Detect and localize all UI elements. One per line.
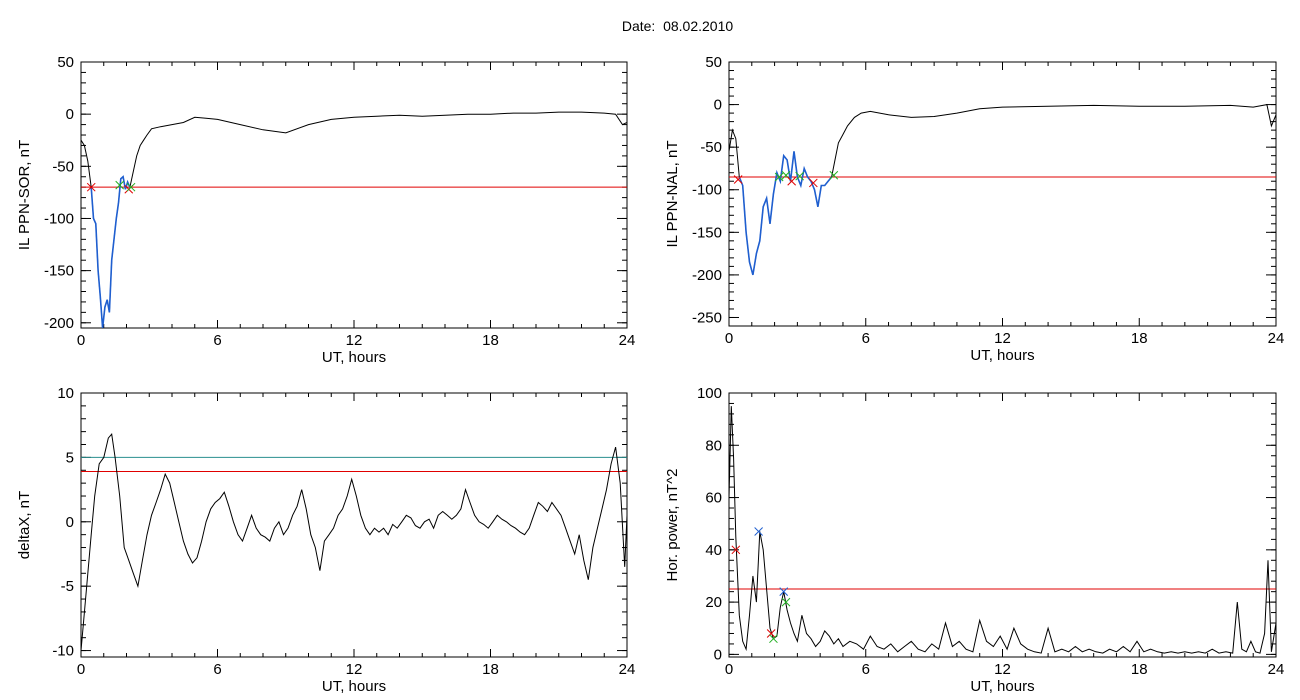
sor-end-marker bbox=[126, 182, 136, 192]
deltax-ytick-label: -10 bbox=[52, 643, 74, 660]
power-ytick-label: 80 bbox=[705, 437, 722, 454]
power-data-line bbox=[729, 406, 1276, 654]
sor-ytick-label: -50 bbox=[52, 158, 74, 175]
deltax-plot-frame bbox=[80, 392, 628, 658]
sor-xtick-label: 6 bbox=[213, 332, 221, 349]
power-xtick-label: 0 bbox=[725, 661, 733, 678]
power-xlabel: UT, hours bbox=[970, 678, 1034, 695]
deltax-xtick-label: 24 bbox=[619, 661, 636, 678]
sor-ytick-label: -150 bbox=[44, 263, 74, 280]
sor-ylabel: IL PPN-SOR, nT bbox=[16, 140, 33, 250]
deltax-ytick-label: 5 bbox=[66, 449, 74, 466]
nal-ytick-label: -250 bbox=[692, 309, 722, 326]
power-ytick-label: 0 bbox=[714, 646, 722, 663]
sor-xtick-label: 0 bbox=[77, 332, 85, 349]
sor-event-segment-line bbox=[90, 175, 131, 328]
power-plot: 0 6 12 18 24 0 20 40 60 80 100 UT, hours Hor. power,… bbox=[664, 385, 1284, 695]
deltax-ylabel: deltaX, nT bbox=[16, 491, 33, 559]
nal-plot: 0 6 12 18 24 -250 -200 -150 -100 -50 0 50 UT, hours I… bbox=[664, 54, 1284, 364]
power-end-marker bbox=[769, 634, 778, 644]
deltax-data-line bbox=[81, 433, 627, 651]
deltax-plot: 0 6 12 18 24 -10 -5 0 5 10 UT, hours deltaX, nT bbox=[16, 385, 635, 695]
sor-xtick-label: 24 bbox=[619, 332, 636, 349]
power-start-marker bbox=[766, 629, 776, 638]
nal-xlabel: UT, hours bbox=[970, 347, 1034, 364]
sor-ytick-label: 50 bbox=[57, 54, 74, 71]
sor-xtick-label: 18 bbox=[482, 332, 499, 349]
sor-ytick-label: -100 bbox=[44, 210, 74, 227]
nal-start-marker bbox=[808, 178, 818, 188]
nal-plot-frame bbox=[728, 61, 1277, 327]
nal-ytick-label: 50 bbox=[705, 54, 722, 71]
sor-plot-frame bbox=[80, 61, 628, 329]
power-peak-marker bbox=[754, 527, 763, 536]
nal-ytick-label: -100 bbox=[692, 182, 722, 199]
nal-xtick-label: 18 bbox=[1131, 330, 1148, 347]
deltax-xtick-label: 18 bbox=[482, 661, 499, 678]
nal-end-marker bbox=[829, 170, 839, 180]
power-end-marker bbox=[781, 597, 791, 607]
nal-start-marker bbox=[733, 175, 743, 184]
power-ylabel: Hor. power, nT^2 bbox=[664, 469, 681, 582]
power-peak-marker bbox=[779, 587, 789, 597]
nal-data-line bbox=[729, 104, 1276, 276]
power-ytick-label: 40 bbox=[705, 542, 722, 559]
power-xtick-label: 24 bbox=[1268, 661, 1285, 678]
sor-data-line bbox=[81, 111, 627, 328]
nal-ytick-label: -200 bbox=[692, 267, 722, 284]
power-ytick-label: 20 bbox=[705, 594, 722, 611]
nal-event-segment-line bbox=[738, 151, 833, 276]
sor-start-marker bbox=[86, 182, 96, 192]
sor-plot: 0 6 12 18 24 -200 -150 -100 -50 0 50 UT, hours IL PP… bbox=[16, 54, 635, 366]
sor-end-marker bbox=[115, 180, 125, 190]
deltax-ytick-label: -5 bbox=[61, 578, 74, 595]
power-xtick-label: 12 bbox=[994, 661, 1011, 678]
nal-ylabel: IL PPN-NAL, nT bbox=[664, 141, 681, 248]
sor-ytick-label: -200 bbox=[44, 315, 74, 332]
power-xtick-label: 6 bbox=[862, 661, 870, 678]
nal-xtick-label: 0 bbox=[725, 330, 733, 347]
nal-xtick-label: 24 bbox=[1268, 330, 1285, 347]
sor-xlabel: UT, hours bbox=[322, 349, 386, 366]
deltax-ytick-label: 10 bbox=[57, 385, 74, 402]
nal-ytick-label: 0 bbox=[714, 97, 722, 114]
power-xtick-label: 18 bbox=[1131, 661, 1148, 678]
deltax-xtick-label: 0 bbox=[77, 661, 85, 678]
power-plot-frame bbox=[728, 392, 1277, 658]
deltax-ytick-label: 0 bbox=[66, 514, 74, 531]
nal-xtick-label: 12 bbox=[994, 330, 1011, 347]
power-ytick-label: 60 bbox=[705, 490, 722, 507]
sor-xtick-label: 12 bbox=[346, 332, 363, 349]
nal-end-marker bbox=[774, 172, 784, 182]
deltax-xtick-label: 6 bbox=[213, 661, 221, 678]
nal-start-marker bbox=[787, 176, 797, 186]
page-title: Date: 08.02.2010 bbox=[621, 18, 734, 34]
deltax-xlabel: UT, hours bbox=[322, 678, 386, 695]
nal-ytick-label: -150 bbox=[692, 224, 722, 241]
deltax-xtick-label: 12 bbox=[346, 661, 363, 678]
power-ytick-label: 100 bbox=[697, 385, 722, 402]
nal-ytick-label: -50 bbox=[700, 139, 722, 156]
sor-ytick-label: 0 bbox=[66, 106, 74, 123]
nal-end-marker bbox=[795, 171, 805, 181]
nal-xtick-label: 6 bbox=[862, 330, 870, 347]
power-start-marker bbox=[731, 545, 741, 555]
